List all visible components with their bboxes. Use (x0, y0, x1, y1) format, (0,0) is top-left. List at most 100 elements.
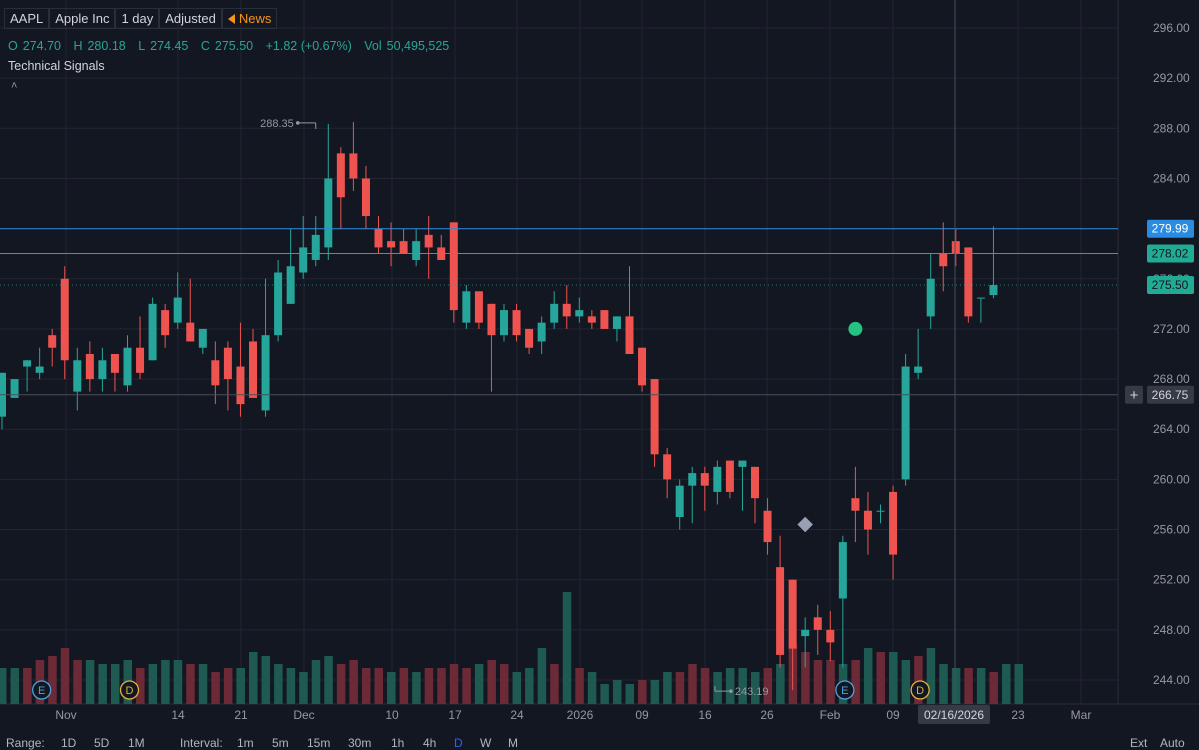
volume-bar (713, 672, 722, 704)
volume-bar (437, 668, 446, 704)
candle-body (211, 360, 220, 386)
range-1m[interactable]: 1M (128, 736, 145, 750)
candle-body (612, 316, 621, 329)
candle-body (223, 347, 232, 380)
volume-bar (889, 652, 898, 704)
y-tick-label: 260.00 (1153, 472, 1190, 486)
indicator-label[interactable]: Technical Signals (8, 59, 105, 73)
range-5d[interactable]: 5D (94, 736, 110, 750)
candle-body (575, 310, 584, 317)
candle-body (449, 222, 458, 311)
candle-body (512, 310, 521, 336)
candle-body (851, 498, 860, 511)
candle-body (399, 241, 408, 254)
volume-bar (675, 672, 685, 704)
x-tick-label: 24 (510, 708, 524, 722)
volume-bar (449, 664, 459, 704)
volume-bar (474, 664, 484, 704)
interval-d[interactable]: D (454, 736, 463, 750)
earnings-event-icon[interactable]: E (32, 680, 52, 700)
candle-body (474, 291, 483, 323)
interval-m[interactable]: M (508, 736, 518, 750)
dividend-event-icon[interactable]: D (119, 680, 140, 700)
ohlc-legend: O 274.70 H 280.18 L 274.45 C 275.50 +1.82 (+… (8, 39, 450, 53)
event-badge-circle (835, 680, 855, 700)
earnings-event-icon[interactable]: E (835, 680, 855, 700)
price-chart[interactable]: 288.35 243.19 E D E D 296.00 292.00 288.00 284.0… (0, 0, 1199, 730)
candle-body (700, 473, 709, 486)
volume-bar (876, 652, 885, 704)
candlestick-series (0, 122, 998, 691)
volume-bar (286, 668, 296, 704)
candle-body (939, 253, 948, 267)
price-label: 278.02 (1152, 246, 1189, 260)
x-tick-label: 2026 (567, 708, 594, 722)
symbol-name[interactable]: Apple Inc (49, 8, 116, 29)
volume-bar (0, 668, 7, 704)
interval-30m[interactable]: 30m (348, 736, 372, 750)
volume-bar (562, 592, 572, 704)
dividend-event-icon[interactable]: D (910, 680, 930, 700)
candle-body (625, 316, 634, 354)
volume-bar (700, 668, 710, 704)
auto-toggle[interactable]: Auto (1160, 736, 1185, 750)
candle-body (136, 347, 145, 373)
volume-bar (73, 660, 82, 704)
candle-body (688, 473, 697, 486)
news-button[interactable]: News (221, 8, 278, 29)
event-badge-label: E (841, 685, 848, 697)
ext-toggle[interactable]: Ext (1130, 736, 1148, 750)
volume-bar (650, 680, 660, 704)
y-tick-label: 252.00 (1153, 573, 1190, 587)
interval-4h[interactable]: 4h (423, 736, 437, 750)
add-alert-button (1125, 385, 1143, 404)
volume-bar (85, 660, 95, 704)
plus-icon: + (1130, 387, 1139, 404)
candle-body (525, 328, 534, 348)
volume-bar (98, 664, 107, 704)
interval-1h[interactable]: 1h (391, 736, 405, 750)
candle-body (901, 366, 910, 480)
interval-w[interactable]: W (480, 736, 492, 750)
volume-bar (223, 668, 233, 704)
collapse-caret-icon[interactable]: ˄ (11, 80, 18, 92)
volume-bar (336, 664, 346, 704)
x-tick-label: 26 (760, 708, 774, 722)
volume-bar (525, 668, 534, 704)
candle-body (926, 278, 935, 317)
close-value: 275.50 (214, 39, 254, 53)
volume-bar (173, 660, 183, 704)
volume-bar (399, 668, 409, 704)
candle-body (361, 178, 370, 217)
low-marker-label: 243.19 (735, 686, 769, 698)
symbol-ticker[interactable]: AAPL (4, 8, 50, 29)
volume-bar (575, 668, 584, 704)
price-label-box (1147, 385, 1194, 404)
y-tick-label: 292.00 (1153, 71, 1190, 85)
interval-button[interactable]: 1 day (115, 8, 160, 29)
candle-body (261, 335, 270, 411)
interval-1m[interactable]: 1m (237, 736, 254, 750)
volume-bar (537, 648, 547, 704)
x-tick-label: 09 (635, 708, 649, 722)
volume-bar (161, 660, 170, 704)
volume-bar (663, 672, 672, 704)
high-marker-dot (295, 121, 300, 125)
time-axis: Nov 14 21 Dec 10 17 24 2026 09 16 26 Feb 09 23 Mar 02/1… (55, 705, 1091, 724)
candle-body (249, 341, 257, 398)
interval-5m[interactable]: 5m (272, 736, 289, 750)
volume-bar (412, 672, 421, 704)
adjustment-button[interactable]: Adjusted (159, 8, 222, 29)
candle-body (788, 579, 797, 649)
price-axis: 296.00292.00288.00284.00280.00276.00272.… (1125, 21, 1194, 687)
volume-bar (926, 648, 936, 704)
high-value: 280.18 (87, 39, 126, 53)
volume-bar (776, 664, 785, 704)
candle-body (35, 366, 44, 373)
candle-body (110, 354, 119, 373)
y-tick-label: 296.00 (1153, 21, 1190, 35)
volume-bar (424, 668, 434, 704)
interval-15m[interactable]: 15m (307, 736, 331, 750)
candle-body (60, 278, 69, 361)
range-1d[interactable]: 1D (61, 736, 77, 750)
